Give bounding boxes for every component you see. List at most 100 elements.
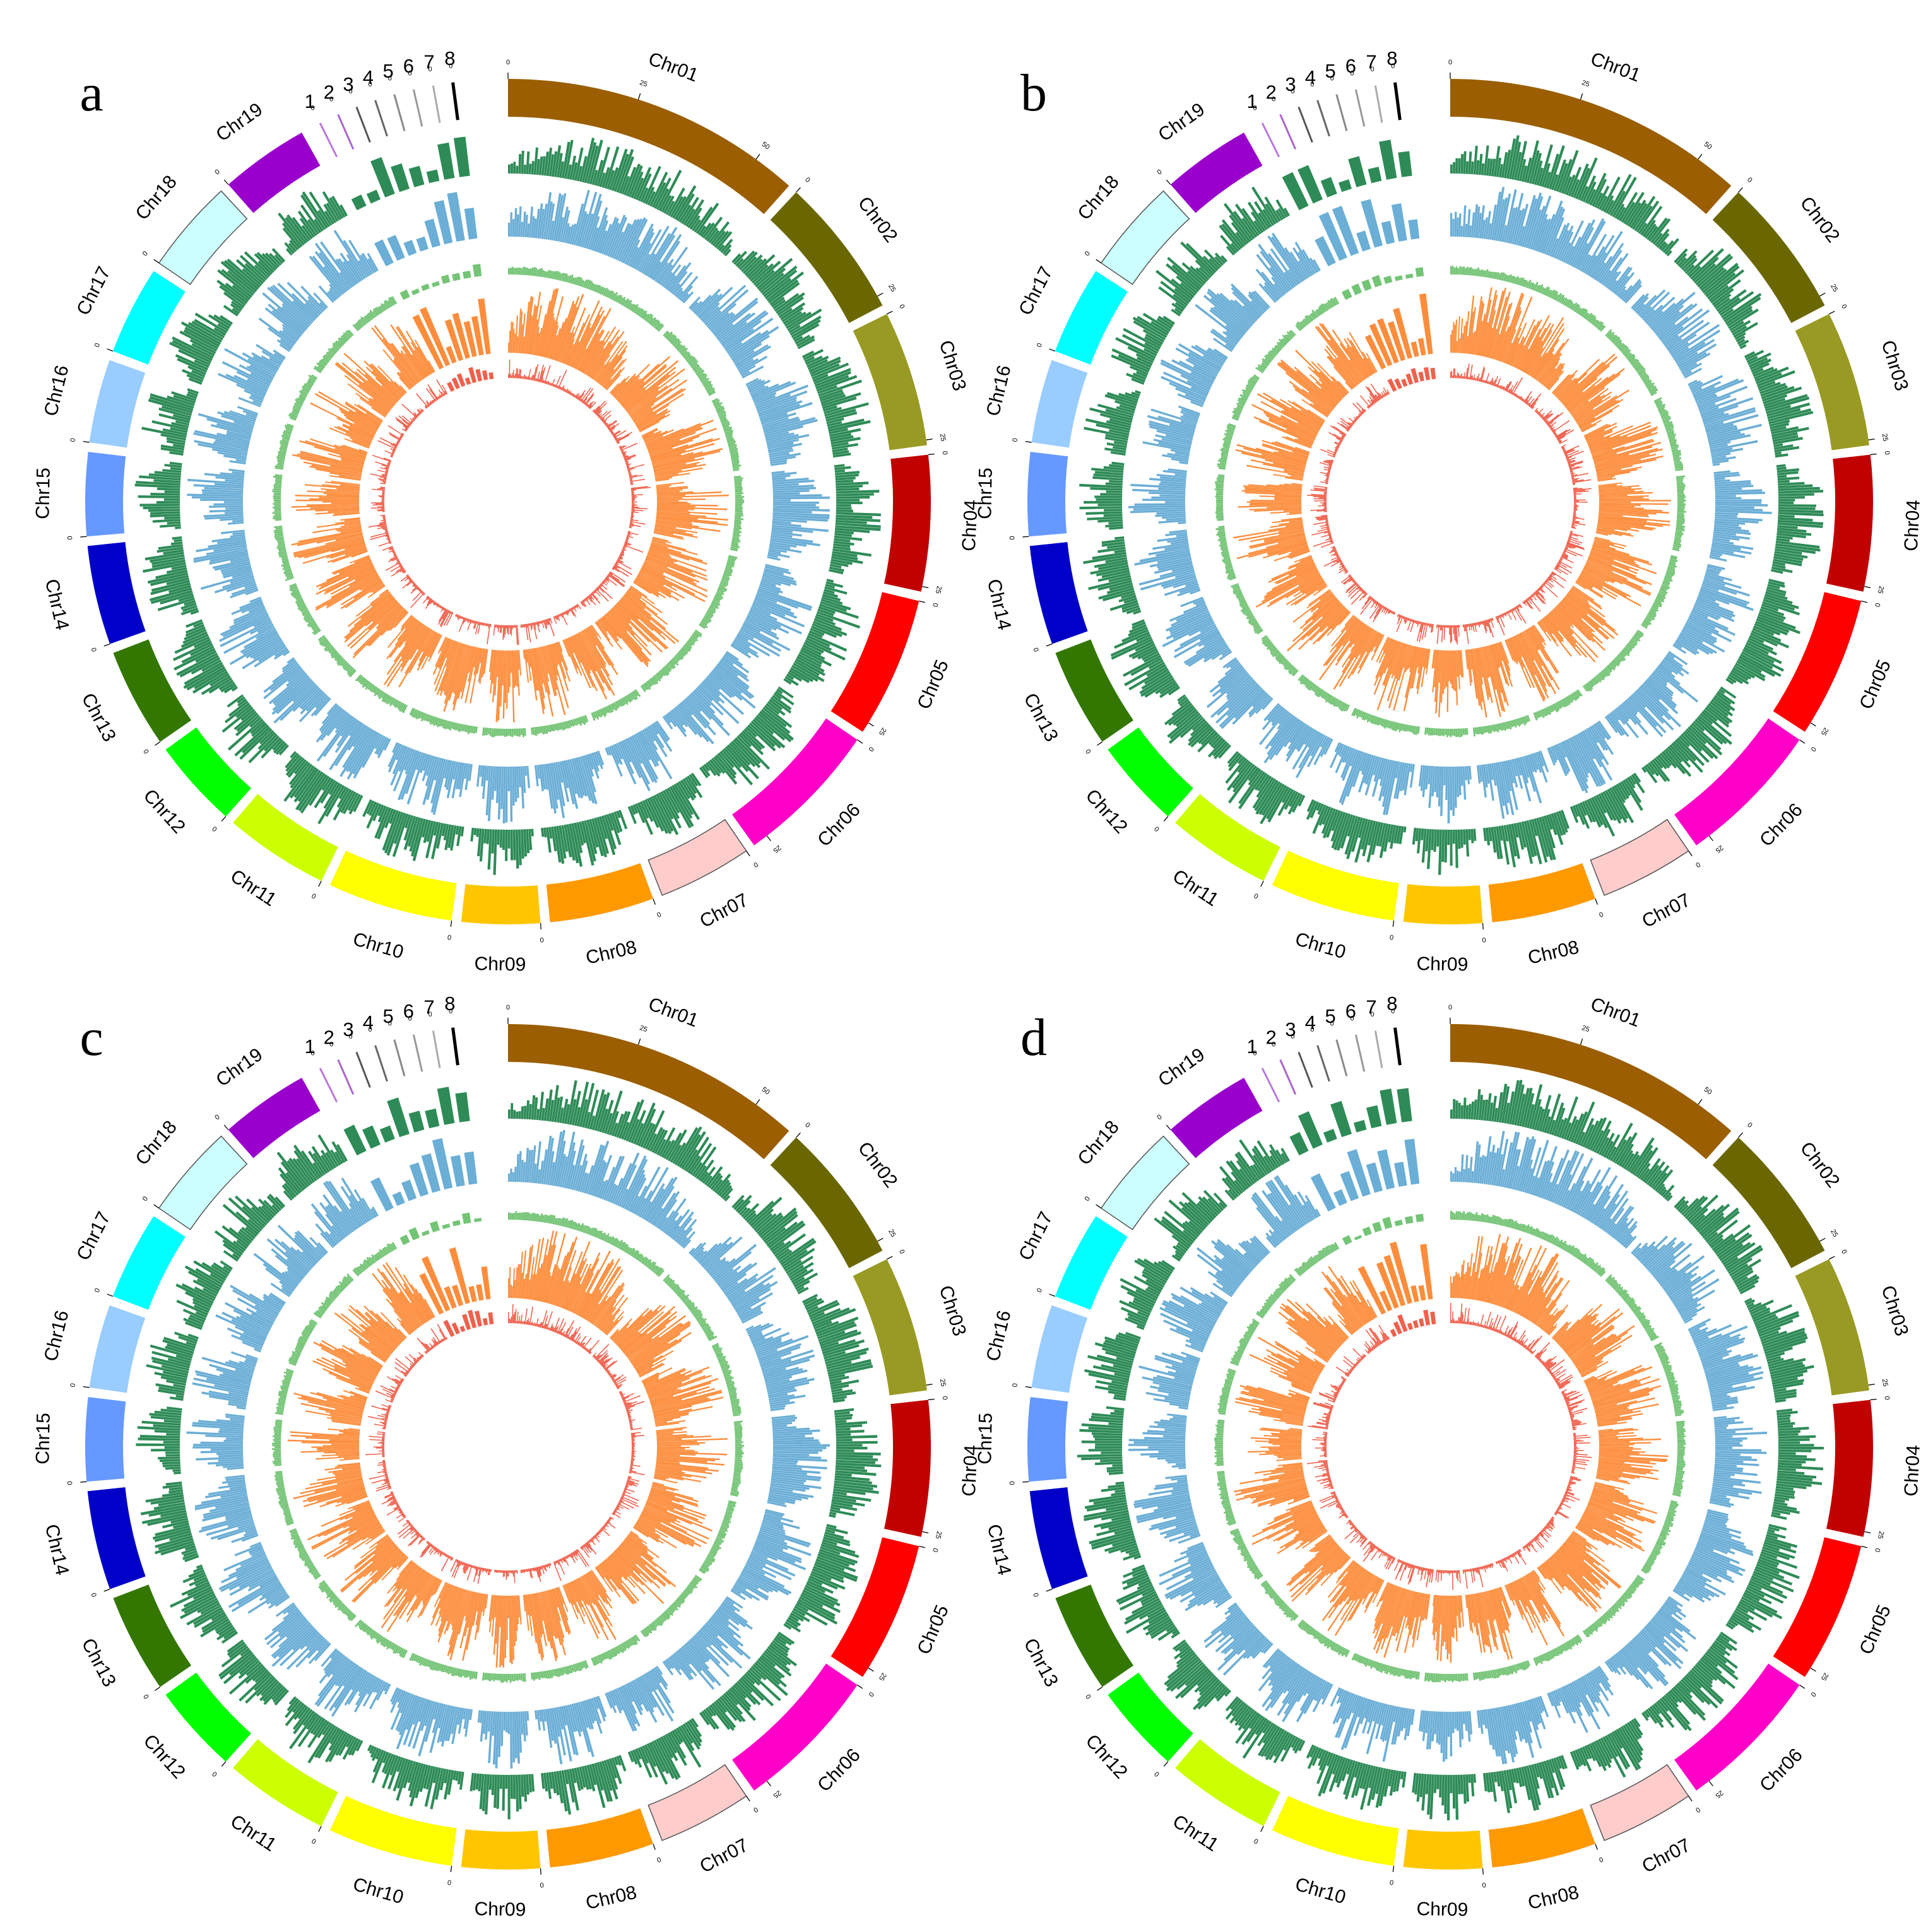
track-3-bars <box>1641 555 1678 629</box>
track-bar <box>1234 1462 1310 1507</box>
axis-tick <box>1738 1132 1743 1138</box>
track-1-bars <box>1084 1331 1141 1401</box>
track-bar <box>699 1631 797 1731</box>
track-bar <box>627 772 703 835</box>
track-1-bars <box>285 1696 364 1764</box>
track-4-bars <box>1417 338 1426 356</box>
axis-tick <box>1163 816 1169 822</box>
track-1-bars <box>1323 1129 1337 1143</box>
scaffold-label: 1 <box>1246 1035 1257 1057</box>
track-bar <box>309 230 379 303</box>
track-4-bars <box>451 1285 464 1307</box>
ideogram-band <box>1450 1024 1732 1160</box>
track-4-bars <box>1387 321 1406 362</box>
track-3-bars <box>317 635 357 678</box>
scaffold-band <box>355 106 371 143</box>
track-4-bars <box>633 1481 713 1549</box>
track-bar <box>1583 1365 1662 1427</box>
track-bar <box>1394 1558 1434 1587</box>
track-bar <box>1373 1582 1431 1658</box>
track-bar <box>562 625 618 700</box>
track-bar <box>1605 329 1658 396</box>
ideogram-band <box>1100 1135 1190 1230</box>
chromosome-label: Chr09 <box>1416 953 1468 975</box>
track-bar <box>462 1314 471 1330</box>
track-1-bars <box>541 1755 627 1815</box>
track-4-bars <box>384 615 442 688</box>
track-bar <box>488 372 494 380</box>
tick-label: 25 <box>1714 1789 1725 1799</box>
track-5-bars <box>451 1322 460 1334</box>
tick-label: 0 <box>1032 1591 1041 1598</box>
track-4-bars <box>449 1247 470 1304</box>
tick-label: 0 <box>349 88 353 95</box>
ideogram-band <box>1029 542 1088 644</box>
track-bar <box>375 1375 405 1403</box>
track-3-bars <box>1217 423 1236 470</box>
track-5-bars <box>1405 373 1414 385</box>
track-3-bars <box>1473 715 1531 737</box>
axis-tick <box>107 1293 114 1297</box>
tick-label: 0 <box>897 1249 906 1256</box>
tick-label: 0 <box>1330 1020 1334 1028</box>
scaffold-3: 03 <box>1285 73 1408 387</box>
track-bar <box>478 298 491 355</box>
track-5-bars <box>1311 514 1334 548</box>
axis-tick <box>877 292 884 297</box>
scaffold-label: 7 <box>423 50 434 73</box>
track-4-bars <box>1583 421 1664 482</box>
ideogram-band <box>1031 360 1088 448</box>
track-2-bars <box>218 1541 290 1614</box>
track-bar <box>641 420 723 482</box>
track-bar <box>1575 1481 1658 1552</box>
track-bar <box>1688 1318 1764 1411</box>
track-1-bars <box>699 686 795 786</box>
chromosome-label: Chr04 <box>959 499 982 551</box>
track-4-bars <box>340 1534 409 1603</box>
track-bar <box>633 1481 713 1549</box>
track-bar <box>467 1309 477 1329</box>
ideogram-band <box>1170 133 1263 213</box>
tick-label: 25 <box>1829 283 1839 293</box>
track-4-bars <box>1465 1586 1513 1660</box>
ideogram-band <box>1027 1397 1068 1482</box>
track-4-bars <box>562 625 618 700</box>
track-5-bars <box>370 454 392 485</box>
track-bar <box>420 1541 454 1572</box>
track-4-bars <box>1410 1285 1419 1302</box>
track-5-bars <box>1362 1541 1396 1570</box>
chromosome-label: Chr12 <box>139 786 189 838</box>
track-bar <box>1631 289 1721 379</box>
tick-label: 0 <box>656 1855 662 1863</box>
scaffold-7: 07 <box>423 50 488 380</box>
tick-label: 0 <box>1873 1547 1881 1553</box>
chromosome-label: Chr19 <box>212 99 266 146</box>
scaffold-band <box>355 1051 371 1088</box>
axis-tick <box>1698 153 1703 160</box>
track-bar <box>140 1481 199 1562</box>
ideogram-band <box>647 1764 747 1841</box>
track-1-bars <box>343 1124 367 1156</box>
ideogram-band <box>1170 1078 1263 1158</box>
track-5-bars <box>1424 367 1431 380</box>
track-bar <box>1219 1139 1290 1201</box>
track-4-bars <box>1537 586 1619 663</box>
tick-label: 25 <box>877 1671 888 1682</box>
track-bar <box>352 1242 398 1276</box>
track-4-bars <box>430 1582 488 1661</box>
ideogram-band <box>1272 1796 1399 1866</box>
track-4-bars <box>1376 1261 1399 1309</box>
track-bar <box>1215 526 1236 581</box>
track-bar <box>293 1462 368 1507</box>
track-bar <box>1383 275 1393 284</box>
track-bar <box>1672 475 1686 551</box>
track-bar <box>1156 241 1228 317</box>
chromosome-label: Chr09 <box>1416 1899 1468 1920</box>
track-4-bars <box>478 298 491 355</box>
track-5-bars <box>629 486 651 529</box>
track-bar <box>1569 772 1645 837</box>
track-3-bars <box>1260 1580 1299 1622</box>
track-5-bars <box>618 442 646 485</box>
track-bar <box>1744 1297 1814 1403</box>
